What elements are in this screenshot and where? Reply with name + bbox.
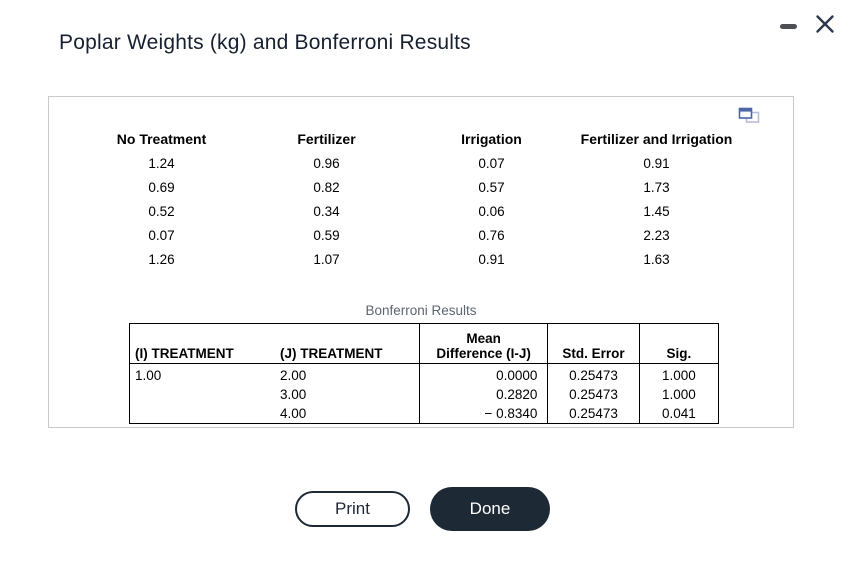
- weights-cell: 0.76: [478, 227, 505, 243]
- bonferroni-cell: 1.00: [135, 368, 162, 383]
- results-panel: No Treatment Fertilizer Irrigation Ferti…: [48, 96, 794, 428]
- bonferroni-cell: 3.00: [279, 387, 307, 402]
- weights-row: 1.24 0.96 0.07 0.91: [79, 151, 739, 175]
- weights-cell: 0.34: [313, 203, 340, 219]
- bonferroni-header-row: (I) TREATMENT (J) TREATMENT Mean Differe…: [129, 323, 719, 364]
- bonferroni-cell: [130, 385, 275, 404]
- weights-row: 1.26 1.07 0.91 1.63: [79, 247, 739, 271]
- weights-row: 0.52 0.34 0.06 1.45: [79, 199, 739, 223]
- weights-cell: 0.69: [148, 179, 175, 195]
- close-icon: [816, 15, 834, 33]
- print-button[interactable]: Print: [295, 491, 410, 527]
- bonferroni-cell: 0.25473: [547, 385, 640, 404]
- weights-cell: 1.73: [643, 179, 670, 195]
- weights-cell: 0.07: [148, 227, 175, 243]
- bonferroni-column-header: (J) TREATMENT: [274, 323, 420, 364]
- weights-cell: 0.91: [478, 251, 505, 267]
- bonferroni-row: 1.00 2.00 0.0000 0.25473 1.000: [130, 363, 719, 385]
- weights-cell: 0.59: [313, 227, 340, 243]
- weights-row: 0.07 0.59 0.76 2.23: [79, 223, 739, 247]
- weights-cell: 1.45: [643, 203, 670, 219]
- bonferroni-cell: 0.0000: [418, 363, 548, 385]
- bonferroni-cell: 0.25473: [547, 404, 640, 424]
- bonferroni-cell: 0.2820: [418, 385, 548, 404]
- weights-cell: 0.82: [313, 179, 340, 195]
- bonferroni-cell: 1.000: [638, 385, 719, 404]
- bonferroni-cell: 0.041: [638, 404, 719, 424]
- dialog-title: Poplar Weights (kg) and Bonferroni Resul…: [59, 31, 471, 54]
- bonferroni-cell: 0.25473: [547, 363, 640, 385]
- bonferroni-row: 3.00 0.2820 0.25473 1.000: [130, 385, 719, 404]
- bonferroni-row: 4.00 − 0.8340 0.25473 0.041: [130, 404, 719, 424]
- bonferroni-column-header: (I) TREATMENT: [129, 323, 275, 364]
- weights-cell: 0.96: [313, 155, 340, 171]
- bonferroni-cell: 2.00: [279, 368, 307, 383]
- bonferroni-column-header: Std. Error: [547, 323, 640, 364]
- weights-cell: 1.26: [148, 251, 175, 267]
- weights-header-row: No Treatment Fertilizer Irrigation Ferti…: [79, 126, 739, 151]
- header-line: Mean: [466, 331, 501, 346]
- bonferroni-cell: 4.00: [279, 406, 307, 421]
- bonferroni-section-title: Bonferroni Results: [365, 303, 477, 318]
- bonferroni-cell: [130, 404, 275, 424]
- weights-cell: 1.24: [148, 155, 175, 171]
- weights-row: 0.69 0.82 0.57 1.73: [79, 175, 739, 199]
- bonferroni-cell: − 0.8340: [418, 404, 548, 424]
- weights-cell: 0.07: [478, 155, 505, 171]
- bonferroni-column-header: Mean Difference (I-J): [418, 323, 548, 364]
- close-button[interactable]: [815, 14, 835, 34]
- bonferroni-cell: 1.000: [638, 363, 719, 385]
- weights-column-header: No Treatment: [116, 130, 207, 147]
- weights-column-header: Irrigation: [461, 130, 522, 147]
- bonferroni-column-header: Sig.: [638, 323, 719, 364]
- weights-cell: 1.07: [313, 251, 340, 267]
- weights-cell: 2.23: [643, 227, 670, 243]
- weights-cell: 0.52: [148, 203, 175, 219]
- weights-column-header: Fertilizer and Irrigation: [580, 130, 733, 147]
- done-button[interactable]: Done: [430, 487, 550, 531]
- weights-cell: 1.63: [643, 251, 670, 267]
- weights-cell: 0.06: [478, 203, 505, 219]
- weights-column-header: Fertilizer: [297, 130, 356, 147]
- bonferroni-table: (I) TREATMENT (J) TREATMENT Mean Differe…: [129, 323, 719, 424]
- weights-cell: 0.57: [478, 179, 505, 195]
- minimize-button[interactable]: [780, 24, 797, 29]
- copy-window-icon[interactable]: [738, 107, 760, 130]
- weights-cell: 0.91: [643, 155, 670, 171]
- weights-table: No Treatment Fertilizer Irrigation Ferti…: [79, 126, 739, 271]
- header-line: Difference (I-J): [436, 346, 531, 361]
